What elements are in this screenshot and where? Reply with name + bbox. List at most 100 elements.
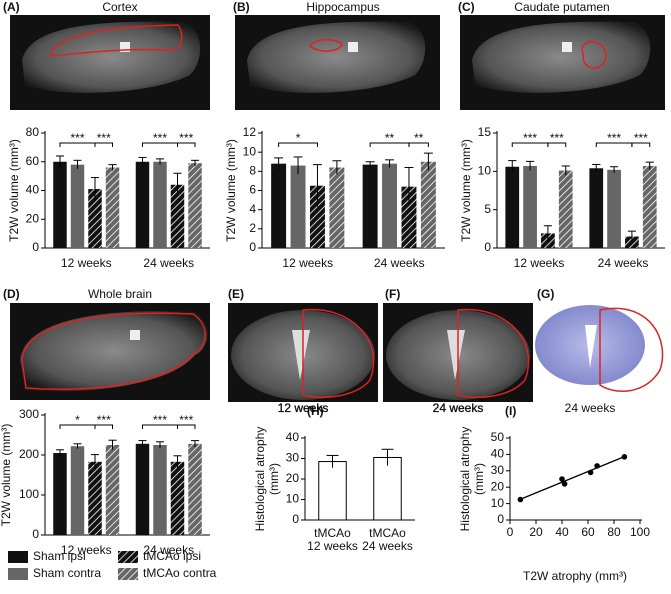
bar [153, 445, 167, 535]
y-tick-label: 0 [292, 512, 299, 526]
error-bar [561, 165, 570, 176]
y-tick-label: 40 [491, 447, 505, 461]
error-bar [55, 155, 65, 168]
y-tick-label: 300 [19, 407, 39, 421]
x-tick-label: 100 [630, 525, 650, 539]
significance-bracket [94, 142, 114, 147]
x-tick-label: 24 weeks [598, 256, 649, 270]
error-bar [138, 440, 147, 447]
legend-swatch [118, 568, 138, 580]
mri-image [10, 15, 210, 110]
mri-image [460, 15, 665, 110]
error-bar [73, 159, 82, 169]
chart-title: Cortex [102, 0, 137, 14]
significance-label: *** [607, 131, 621, 145]
significance-label: *** [70, 131, 84, 145]
y-tick-label: 40 [286, 430, 300, 444]
bar [642, 165, 657, 248]
significance-label: *** [179, 131, 193, 145]
image-caption: 24 weeks [565, 401, 616, 415]
significance-label: *** [523, 131, 537, 145]
error-bar [274, 157, 284, 170]
error-bar [312, 164, 322, 207]
mri-image [235, 15, 440, 110]
error-bar [138, 156, 147, 167]
error-bar [190, 159, 200, 167]
point [594, 463, 600, 469]
y-tick-label: 100 [19, 487, 39, 501]
y-tick-label: 60 [26, 154, 40, 168]
significance-bracket [177, 142, 196, 147]
legend-label: tMCAo ipsi [143, 549, 201, 563]
x-tick-label: 60 [581, 525, 595, 539]
error-bar [385, 159, 395, 168]
x-axis-label: T2W atrophy (mm³) [523, 569, 627, 583]
bar [70, 164, 85, 248]
bar [607, 169, 621, 248]
y-tick-label: 10 [478, 164, 492, 178]
x-tick-label: 24 weeks [374, 256, 425, 270]
significance-label: *** [179, 413, 193, 427]
legend-swatch [8, 568, 28, 580]
error-bar [609, 166, 619, 173]
significance-bracket [177, 424, 196, 429]
y-axis-label: (mm³) [472, 463, 486, 495]
error-bar [592, 163, 601, 173]
error-bar [508, 160, 517, 173]
bar [271, 163, 287, 248]
significance-label: ** [385, 131, 395, 145]
y-tick-label: 0 [32, 240, 39, 254]
bar [420, 161, 436, 248]
y-tick-label: 15 [478, 125, 492, 139]
error-bar [645, 161, 654, 170]
significance-label: *** [153, 413, 167, 427]
error-bar [173, 172, 182, 197]
error-bar [108, 439, 117, 450]
bar [188, 163, 202, 248]
chart-title: Hippocampus [306, 0, 379, 14]
significance-label: *** [153, 131, 167, 145]
x-tick-label: 24 weeks [143, 543, 194, 557]
y-tick-label: 30 [286, 451, 300, 465]
y-axis-label: Histological atrophy [458, 427, 472, 532]
bar [558, 170, 573, 248]
y-tick-label: 200 [19, 447, 39, 461]
x-tick-label: 24 weeks [362, 539, 413, 553]
error-bar [423, 152, 433, 171]
point [517, 496, 524, 503]
x-tick-label: tMCAo [314, 526, 351, 540]
y-axis-label: T2W volume (mm³) [224, 139, 238, 242]
bar [188, 443, 202, 535]
error-bar [173, 455, 182, 468]
y-tick-label: 10 [243, 144, 257, 158]
x-tick-label: 0 [507, 525, 514, 539]
x-tick-label: 12 weeks [282, 256, 333, 270]
panel-label: (H) [307, 404, 324, 418]
y-tick-label: 20 [26, 211, 40, 225]
y-axis-label: T2W volume (mm³) [0, 424, 13, 527]
error-bar [155, 158, 165, 165]
y-tick-label: 12 [243, 125, 257, 139]
error-bar [190, 440, 200, 447]
y-tick-label: 80 [26, 125, 40, 139]
y-tick-label: 2 [249, 221, 256, 235]
error-bar [525, 160, 535, 171]
y-tick-label: 20 [491, 479, 505, 493]
error-bar [627, 230, 637, 242]
y-tick-label: 10 [491, 496, 505, 510]
error-bar [381, 448, 394, 466]
bar [523, 165, 537, 248]
error-bar [293, 156, 303, 175]
error-bar [73, 443, 82, 449]
y-tick-label: 0 [497, 512, 504, 526]
image-caption: 24 weeks [433, 401, 484, 415]
bar [329, 167, 345, 248]
panel-label: (B) [233, 0, 250, 14]
y-axis-label: Histological atrophy [253, 427, 267, 532]
error-bar [55, 449, 65, 457]
bar [382, 163, 398, 248]
error-bar [155, 441, 165, 449]
error-bar [326, 454, 339, 468]
legend-label: tMCAo contra [143, 566, 217, 580]
bar [105, 445, 120, 535]
